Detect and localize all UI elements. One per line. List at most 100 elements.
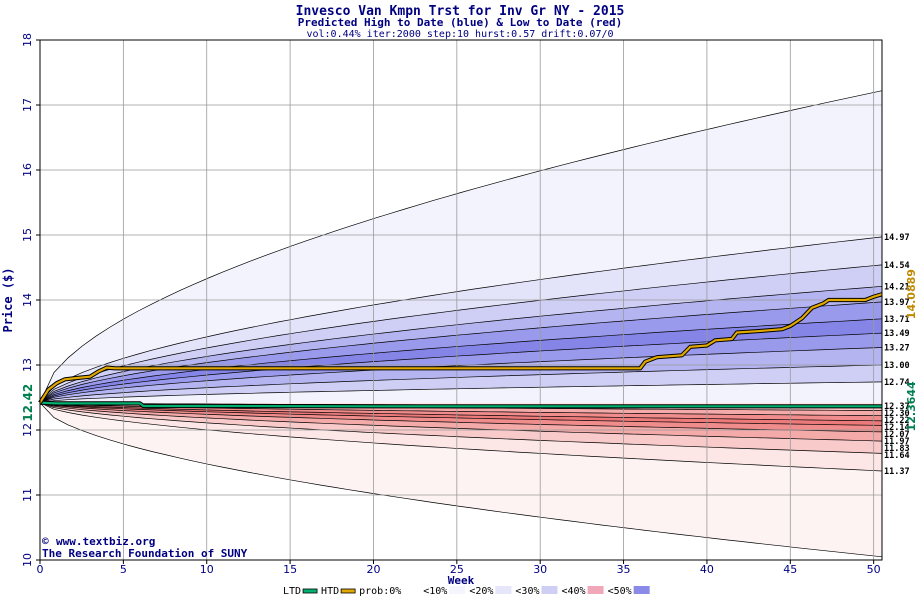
credit-website: www.textbiz.org bbox=[56, 535, 155, 548]
band-end-label: 14.54 bbox=[884, 261, 910, 271]
band-boundary-line bbox=[39, 318, 883, 404]
x-axis-ticks: 0 5 10 15 20 25 30 35 40 45 50 bbox=[37, 560, 881, 576]
series-line-htd bbox=[39, 293, 883, 404]
legend-label: <40% bbox=[562, 586, 586, 597]
band-end-label: 11.97 bbox=[884, 437, 910, 447]
band-end-label: 12.37 bbox=[884, 402, 910, 412]
y-tick-label: 17 bbox=[21, 98, 34, 112]
band-end-label: 12.07 bbox=[884, 430, 910, 440]
legend-color-swatch bbox=[587, 586, 604, 594]
side-value-labels: 12.42 14.0889 12.3644 bbox=[21, 269, 918, 431]
copyright-symbol: © bbox=[42, 535, 49, 548]
x-tick-label: 10 bbox=[200, 563, 214, 576]
end-label-htd: 14.0889 bbox=[905, 269, 918, 319]
band-end-label: 13.49 bbox=[884, 329, 910, 339]
lower-band-2 bbox=[40, 402, 882, 416]
start-price-label: 12.42 bbox=[21, 384, 35, 422]
series-lines bbox=[38, 292, 883, 409]
legend-color-swatch bbox=[633, 586, 650, 594]
y-axis-label: Price ($) bbox=[1, 267, 15, 332]
x-tick-label: 20 bbox=[366, 563, 380, 576]
legend-label: LTD bbox=[283, 586, 301, 597]
band-boundary-line bbox=[39, 285, 883, 403]
band-end-label: 12.74 bbox=[884, 378, 910, 388]
band-boundary-line bbox=[39, 402, 883, 472]
band-boundary-line bbox=[39, 347, 883, 404]
legend-label: <50% bbox=[608, 586, 632, 597]
x-tick-label: 40 bbox=[700, 563, 714, 576]
upper-band-6 bbox=[40, 333, 882, 403]
band-boundary-line bbox=[39, 90, 883, 403]
legend-label: <10% bbox=[423, 586, 447, 597]
legend-color-swatch bbox=[403, 586, 420, 594]
credit-block: © www.textbiz.org The Research Foundatio… bbox=[42, 535, 248, 560]
upper-band-3 bbox=[40, 286, 882, 403]
band-end-label: 13.71 bbox=[884, 315, 910, 325]
legend-color-swatch bbox=[495, 586, 512, 594]
lower-band-4 bbox=[40, 402, 882, 426]
legend-label: prob:0% bbox=[359, 586, 401, 597]
band-boundary-line bbox=[39, 402, 883, 426]
upper-band-4 bbox=[40, 301, 882, 403]
x-tick-label: 15 bbox=[283, 563, 297, 576]
chart-params: vol:0.44% iter:2000 step:10 hurst:0.57 d… bbox=[306, 29, 613, 40]
x-tick-label: 45 bbox=[783, 563, 797, 576]
y-tick-label: 18 bbox=[21, 33, 34, 47]
legend-line-swatch bbox=[340, 588, 356, 594]
x-tick-label: 50 bbox=[867, 563, 881, 576]
band-boundary-line bbox=[39, 402, 883, 422]
legend-color-swatch bbox=[541, 586, 558, 594]
y-axis-ticks: 10 11 12 13 14 15 16 17 18 bbox=[21, 33, 40, 567]
upper-band-9 bbox=[40, 381, 882, 403]
x-tick-label: 0 bbox=[37, 563, 44, 576]
upper-band-0 bbox=[40, 90, 882, 403]
lower-band-6 bbox=[40, 402, 882, 442]
y-tick-label: 13 bbox=[21, 358, 34, 372]
series-line-ltd bbox=[39, 401, 882, 408]
band-boundary-line bbox=[39, 402, 883, 454]
band-end-label: 13.00 bbox=[884, 361, 910, 371]
grid-lines bbox=[40, 40, 882, 560]
band-end-label: 13.97 bbox=[884, 298, 910, 308]
chart-title: Invesco Van Kmpn Trst for Inv Gr NY - 20… bbox=[296, 4, 625, 19]
band-end-labels: 14.97 14.54 14.21 13.97 13.71 13.49 13.27 13.00… bbox=[884, 233, 910, 477]
end-label-ltd: 12.3644 bbox=[905, 381, 918, 431]
legend-label: <30% bbox=[515, 586, 539, 597]
band-end-label: 12.14 bbox=[884, 423, 910, 433]
band-boundary-line bbox=[39, 402, 883, 558]
x-tick-label: 30 bbox=[533, 563, 547, 576]
y-tick-label: 14 bbox=[21, 293, 34, 307]
legend: LTD HTD prob:0% <10% <20% <30% <40% <50% bbox=[283, 586, 650, 597]
probability-bands bbox=[39, 90, 883, 558]
x-tick-label: 25 bbox=[450, 563, 464, 576]
legend-label: HTD bbox=[321, 586, 339, 597]
legend-label: <20% bbox=[469, 586, 493, 597]
band-end-label: 11.83 bbox=[884, 444, 910, 454]
y-tick-label: 16 bbox=[21, 163, 34, 177]
x-tick-label: 35 bbox=[617, 563, 631, 576]
band-end-label: 11.64 bbox=[884, 451, 910, 461]
band-end-label: 12.30 bbox=[884, 409, 910, 419]
band-boundary-line bbox=[39, 332, 883, 404]
upper-band-7 bbox=[40, 347, 882, 403]
band-end-label: 12.22 bbox=[884, 416, 910, 426]
y-tick-label: 10 bbox=[21, 553, 34, 567]
lower-band-9 bbox=[40, 402, 882, 557]
band-end-label: 14.97 bbox=[884, 233, 910, 243]
title-block: Invesco Van Kmpn Trst for Inv Gr NY - 20… bbox=[296, 4, 625, 40]
upper-band-5 bbox=[40, 318, 882, 403]
upper-band-2 bbox=[40, 264, 882, 403]
y-tick-label: 12 bbox=[21, 423, 34, 437]
x-axis-label: Week bbox=[448, 574, 475, 587]
lower-band-8 bbox=[40, 402, 882, 471]
chart-subtitle: Predicted High to Date (blue) & Low to D… bbox=[298, 16, 623, 29]
band-end-label: 13.27 bbox=[884, 343, 910, 353]
y-tick-label: 15 bbox=[21, 228, 34, 242]
lower-band-5 bbox=[40, 402, 882, 432]
band-boundary-line bbox=[39, 364, 883, 404]
y-tick-label: 11 bbox=[21, 488, 34, 502]
band-boundary-line bbox=[39, 236, 883, 403]
upper-band-1 bbox=[40, 236, 882, 403]
x-tick-label: 5 bbox=[120, 563, 127, 576]
